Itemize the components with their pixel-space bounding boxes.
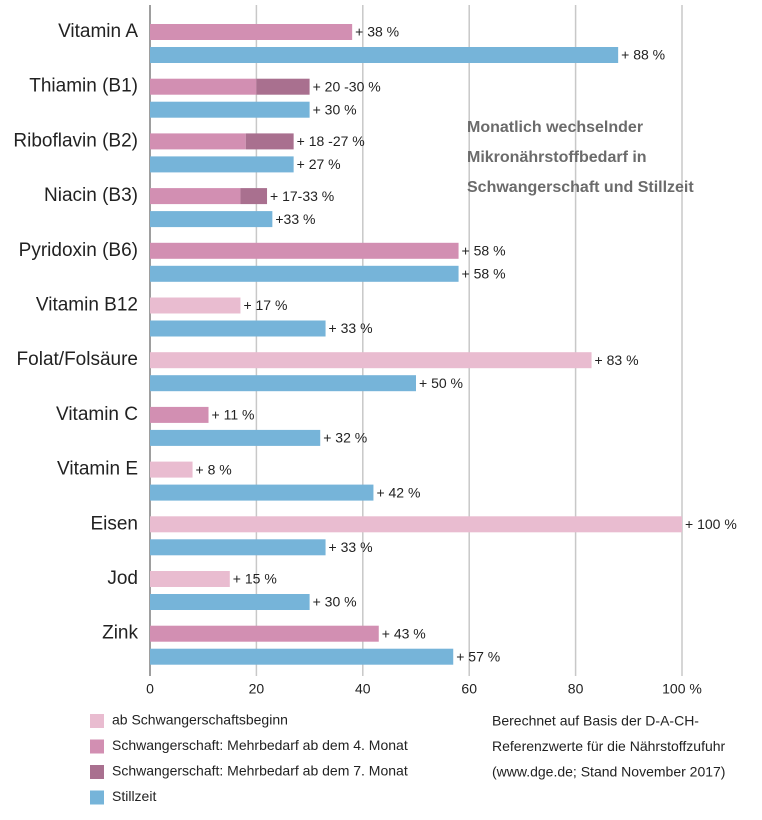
- bar: [150, 484, 374, 501]
- x-tick-label: 0: [146, 681, 154, 697]
- category-label: Vitamin C: [56, 404, 138, 425]
- value-label: + 11 %: [212, 407, 255, 423]
- value-label: + 27 %: [297, 156, 341, 172]
- category-label: Eisen: [90, 513, 138, 534]
- bar: [150, 571, 230, 587]
- value-label: + 33 %: [329, 539, 373, 555]
- category-label: Zink: [102, 623, 138, 644]
- value-label: + 32 %: [323, 430, 367, 446]
- legend-swatch: [90, 714, 104, 728]
- category-label: Pyridoxin (B6): [19, 240, 138, 261]
- category-label: Vitamin B12: [36, 295, 138, 316]
- category-label: Vitamin E: [57, 459, 138, 480]
- x-tick-label: 100 %: [662, 681, 702, 697]
- bar: [150, 461, 193, 478]
- value-label: +33 %: [275, 211, 315, 227]
- value-label: + 30 %: [313, 101, 357, 117]
- bar: [150, 156, 294, 173]
- bar: [150, 297, 241, 314]
- annotation: Monatlich wechselnder: [467, 119, 643, 136]
- bar: [150, 539, 326, 556]
- x-tick-label: 20: [249, 681, 265, 697]
- legend-label: Schwangerschaft: Mehrbedarf ab dem 7. Mo…: [112, 763, 408, 779]
- bar: [150, 429, 321, 446]
- x-tick-label: 40: [355, 681, 371, 697]
- value-label: + 88 %: [621, 47, 665, 63]
- value-label: + 38 %: [355, 24, 399, 40]
- note: Referenzwerte für die Nährstoffzufuhr: [492, 738, 726, 754]
- bar: [150, 47, 619, 63]
- category-label: Riboflavin (B2): [13, 130, 138, 151]
- value-label: + 30 %: [313, 594, 357, 610]
- legend-swatch: [90, 739, 104, 754]
- bar: [150, 242, 459, 259]
- value-label: + 57 %: [456, 648, 500, 664]
- bar: [150, 101, 310, 118]
- note: Berechnet auf Basis der D-A-CH-: [492, 713, 699, 729]
- legend-swatch: [90, 790, 104, 805]
- bar: [150, 265, 459, 282]
- value-label: + 17 %: [243, 297, 287, 313]
- bar: [150, 188, 241, 205]
- value-label: + 100 %: [685, 516, 737, 532]
- value-label: + 50 %: [419, 375, 463, 391]
- legend-label: Stillzeit: [112, 788, 156, 804]
- bar: [150, 375, 416, 392]
- legend-label: ab Schwangerschaftsbeginn: [112, 712, 288, 728]
- bar: [150, 406, 209, 423]
- bar: [150, 516, 682, 533]
- value-label: + 83 %: [595, 352, 639, 368]
- value-label: + 43 %: [382, 625, 426, 641]
- value-label: + 58 %: [462, 266, 506, 282]
- value-label: + 8 %: [196, 461, 232, 477]
- bar: [150, 24, 353, 40]
- category-label: Jod: [107, 568, 138, 589]
- bar: [150, 320, 326, 337]
- bar: [256, 78, 310, 95]
- x-tick-label: 60: [461, 681, 477, 697]
- legend-swatch: [90, 765, 104, 779]
- value-label: + 20 -30 %: [313, 78, 381, 94]
- value-label: + 17-33 %: [270, 188, 334, 204]
- value-label: + 42 %: [376, 484, 420, 500]
- bar: [240, 188, 268, 205]
- note: (www.dge.de; Stand November 2017): [492, 764, 725, 780]
- category-label: Vitamin A: [58, 21, 138, 42]
- bar: [150, 648, 454, 665]
- category-label: Folat/Folsäure: [17, 349, 138, 370]
- bar: [150, 625, 379, 642]
- value-label: + 58 %: [462, 243, 506, 259]
- annotation: Schwangerschaft und Stillzeit: [467, 179, 694, 196]
- bar: [150, 352, 592, 369]
- category-label: Niacin (B3): [44, 185, 138, 206]
- legend-label: Schwangerschaft: Mehrbedarf ab dem 4. Mo…: [112, 737, 408, 753]
- value-label: + 18 -27 %: [297, 133, 365, 149]
- bar: [150, 211, 273, 228]
- bar: [245, 133, 294, 150]
- value-label: + 33 %: [329, 320, 373, 336]
- category-label: Thiamin (B1): [29, 76, 138, 97]
- bar: [150, 78, 257, 95]
- value-label: + 15 %: [233, 571, 277, 587]
- x-tick-label: 80: [568, 681, 584, 697]
- annotation: Mikronährstoffbedarf in: [467, 149, 647, 166]
- bar: [150, 594, 310, 610]
- bar: [150, 133, 246, 150]
